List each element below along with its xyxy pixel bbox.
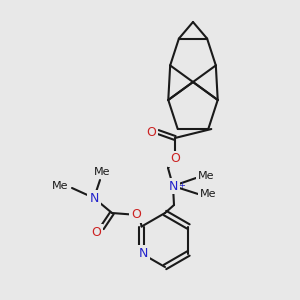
Text: Me: Me [200, 189, 216, 199]
Text: O: O [91, 226, 101, 238]
Text: +: + [178, 181, 185, 190]
Text: O: O [170, 152, 180, 166]
Text: N: N [139, 247, 148, 260]
Text: O: O [146, 125, 156, 139]
Text: N: N [168, 179, 178, 193]
Text: O: O [131, 208, 141, 221]
Text: Me: Me [198, 171, 214, 181]
Text: Me: Me [52, 181, 68, 191]
Text: N: N [89, 191, 99, 205]
Text: Me: Me [94, 167, 110, 177]
